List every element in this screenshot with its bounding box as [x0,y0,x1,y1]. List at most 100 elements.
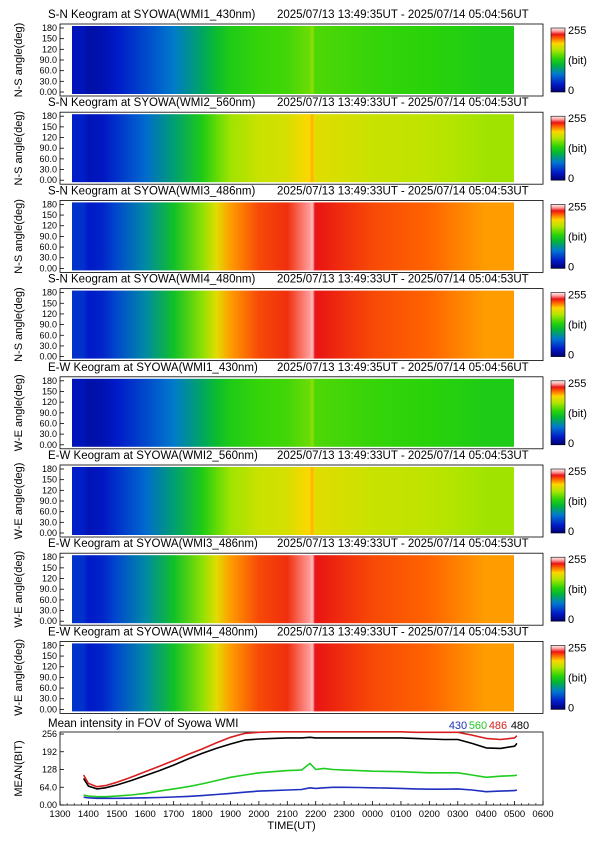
y-tick-label: 180 [42,376,57,386]
y-tick-label: 90.0 [39,143,57,153]
colorbar [550,556,566,622]
y-tick-label: 30.0 [39,165,57,175]
y-tick-label: 150 [42,210,57,220]
colorbar-min: 0 [568,526,574,538]
onset-stripe [310,114,314,183]
keogram-panel: E-W Keogram at SYOWA(WMI1_430nm) 2025/07/… [13,362,587,451]
y-tick-label: 180 [42,552,57,562]
colorbar-min: 0 [568,438,574,450]
x-tick-label: 1300 [49,809,70,820]
colorbar-max: 255 [568,25,586,37]
y-tick-label: 150 [42,122,57,132]
mean-intensity-chart: Mean intensity in FOV of Syowa WMI 430 560… [13,718,554,832]
x-tick-label: 1700 [163,809,184,820]
y-tick-label: 0.00 [39,352,57,362]
y-tick-label: 64.0 [39,782,57,792]
y-tick-label: 0.00 [39,87,57,97]
panel-time-range: 2025/07/13 13:49:33UT - 2025/07/14 05:04… [277,538,529,550]
y-tick-label: 150 [42,563,57,573]
y-tick-label: 30.0 [39,76,57,86]
panel-time-range: 2025/07/13 13:49:35UT - 2025/07/14 05:04… [277,9,529,21]
y-tick-label: 0.00 [39,704,57,714]
chart-title: Mean intensity in FOV of Syowa WMI [48,718,238,730]
keogram-panel: S-N Keogram at SYOWA(WMI3_486nm) 2025/07/… [13,185,587,273]
panel-time-range: 2025/07/13 13:49:33UT - 2025/07/14 05:04… [277,450,529,462]
colorbar-max: 255 [568,113,586,125]
y-tick-label: 120 [42,574,57,584]
colorbar-unit: (bit) [568,143,587,155]
y-tick-label: 60.0 [39,66,57,76]
colorbar-max: 255 [568,378,586,390]
y-tick-label: 180 [42,23,57,33]
x-tick-label: 0200 [419,809,440,820]
panel-time-range: 2025/07/13 13:49:33UT - 2025/07/14 05:04… [277,626,529,638]
y-tick-label: 90.0 [39,55,57,65]
colorbar-min: 0 [568,261,574,273]
y-tick-label: 30.0 [39,429,57,439]
keogram-panel: S-N Keogram at SYOWA(WMI4_480nm) 2025/07/… [13,274,587,362]
y-tick-label: 150 [42,651,57,661]
x-tick-label: 0600 [532,809,553,820]
y-tick-label: 192 [42,747,57,757]
keogram-image [72,114,514,183]
keogram-image [72,378,514,447]
colorbar [550,292,566,357]
panel-time-range: 2025/07/13 13:49:33UT - 2025/07/14 05:04… [277,185,529,197]
panel-title: S-N Keogram at SYOWA(WMI4_480nm) [48,274,255,286]
y-tick-label: 60.0 [39,154,57,164]
panel-y-label: N-S angle(deg) [13,111,25,186]
y-tick-label: 60.0 [39,418,57,428]
colorbar-min: 0 [568,85,574,97]
y-tick-label: 128 [42,765,57,775]
keogram-image [72,467,514,535]
x-tick-label: 1800 [191,809,212,820]
y-tick-label: 90.0 [39,496,57,506]
onset-stripe [310,467,314,535]
y-tick-label: 0.00 [39,175,57,185]
colorbar [550,115,566,181]
keogram-panel: S-N Keogram at SYOWA(WMI1_430nm) 2025/07/… [13,9,587,97]
x-tick-label: 0400 [476,809,497,820]
series-line-560 [83,762,518,798]
y-tick-label: 90.0 [39,672,57,682]
panel-title: E-W Keogram at SYOWA(WMI3_486nm) [48,538,258,550]
colorbar-max: 255 [568,642,586,654]
y-tick-label: 60.0 [39,683,57,693]
panel-y-label: W-E angle(deg) [13,551,25,628]
panel-y-label: N-S angle(deg) [13,199,25,274]
colorbar-min: 0 [568,173,574,185]
keogram-image [72,202,514,271]
x-tick-label: 0300 [447,809,468,820]
y-tick-label: 60.0 [39,595,57,605]
colorbar-unit: (bit) [568,496,587,508]
legend-entry: 480 [511,720,529,732]
panel-title: S-N Keogram at SYOWA(WMI1_430nm) [48,9,255,21]
y-tick-label: 90.0 [39,320,57,330]
colorbar-max: 255 [568,201,586,213]
colorbar-unit: (bit) [568,320,587,332]
onset-stripe [310,643,314,712]
y-tick-label: 30.0 [39,517,57,527]
keogram-panel: S-N Keogram at SYOWA(WMI2_560nm) 2025/07/… [13,97,587,185]
keogram-image [72,290,514,359]
keogram-panel: E-W Keogram at SYOWA(WMI4_480nm) 2025/07/… [13,626,587,715]
y-tick-label: 150 [42,386,57,396]
keogram-image [72,643,514,712]
y-tick-label: 30.0 [39,253,57,263]
y-tick-label: 150 [42,475,57,485]
colorbar-max: 255 [568,554,586,566]
onset-stripe [310,26,314,94]
x-tick-label: 2000 [248,809,269,820]
y-tick-label: 60.0 [39,330,57,340]
y-tick-label: 0.00 [39,263,57,273]
legend-entry: 560 [469,720,487,732]
y-tick-label: 0.00 [39,800,57,810]
panel-title: E-W Keogram at SYOWA(WMI1_430nm) [48,362,258,374]
onset-stripe [310,290,314,359]
keogram-image [72,26,514,94]
panel-title: S-N Keogram at SYOWA(WMI2_560nm) [48,97,255,109]
panel-time-range: 2025/07/13 13:49:35UT - 2025/07/14 05:04… [277,362,529,374]
colorbar [550,645,566,710]
legend-entry: 486 [489,720,507,732]
